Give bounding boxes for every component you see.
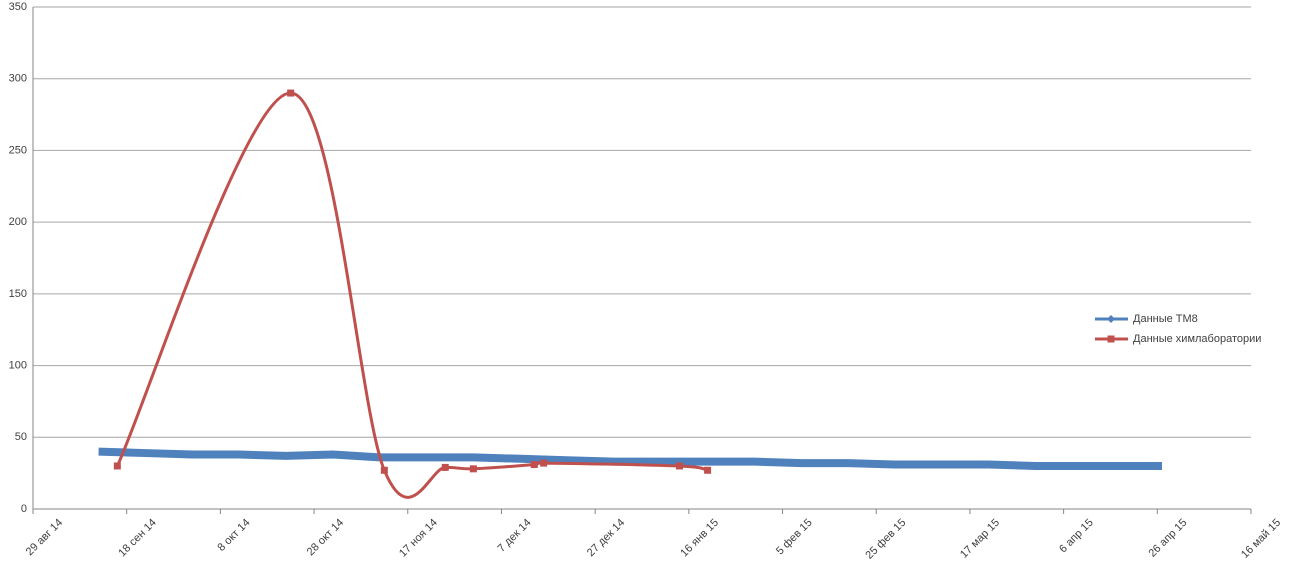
y-tick-label: 300: [9, 73, 27, 85]
y-tick-label: 200: [9, 216, 27, 228]
x-tick-label: 8 окт 14: [215, 517, 252, 554]
x-tick-label: 25 фев 15: [863, 517, 908, 561]
data-point: [530, 461, 538, 469]
x-tick-label: 27 дек 14: [585, 517, 627, 559]
x-tick-label: 26 апр 15: [1147, 517, 1190, 560]
series-line: [98, 447, 1162, 470]
x-tick-label: 29 авг 14: [24, 517, 65, 558]
x-tick-label: 6 апр 15: [1057, 517, 1096, 556]
y-tick-label: 0: [21, 503, 27, 515]
y-tick-label: 100: [9, 359, 27, 371]
legend-marker: [1107, 315, 1115, 323]
x-tick-label: 7 дек 14: [496, 517, 534, 555]
data-point: [704, 466, 712, 474]
legend-label: Данные ТМ8: [1133, 313, 1198, 325]
data-point: [441, 463, 449, 471]
y-tick-label: 150: [9, 288, 27, 300]
data-point: [113, 462, 121, 470]
data-point: [540, 459, 548, 467]
x-tick-label: 18 сен 14: [116, 517, 159, 560]
data-point: [469, 465, 477, 473]
series-line: [115, 91, 708, 499]
y-tick-label: 250: [9, 144, 27, 156]
data-point: [380, 466, 388, 474]
x-tick-label: 28 окт 14: [305, 517, 346, 558]
y-tick-label: 350: [9, 1, 27, 13]
data-point: [675, 462, 683, 470]
y-tick-label: 50: [15, 431, 27, 443]
x-tick-label: 16 янв 15: [678, 517, 721, 560]
legend-label: Данные химлаборатории: [1133, 333, 1261, 345]
x-tick-label: 17 мар 15: [958, 517, 1002, 561]
legend-marker: [1107, 335, 1115, 343]
data-point: [287, 89, 295, 97]
x-tick-label: 16 май 15: [1239, 517, 1283, 561]
x-tick-label: 5 фев 15: [774, 517, 815, 558]
x-tick-label: 17 ноя 14: [397, 517, 440, 560]
